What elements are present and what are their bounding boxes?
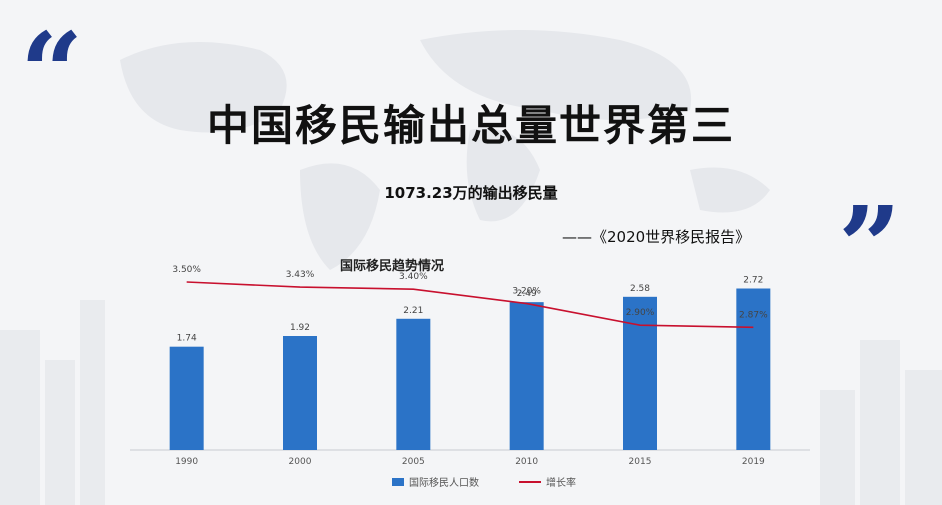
bar [283,336,317,450]
x-tick-label: 2005 [402,457,425,467]
page-title: 中国移民输出总量世界第三 [206,101,735,150]
growth-rate-line [186,281,754,329]
legend-line-label: 增长率 [546,478,576,489]
bar [736,288,771,450]
page-subtitle: 1073.23万的输出移民量 [384,184,558,202]
x-tick-label: 2010 [515,457,538,467]
close-quote-mark: ” [838,182,902,311]
line-value-label: 3.20% [512,287,541,297]
bar [509,302,544,450]
legend-bar-label: 国际移民人口数 [409,478,479,489]
x-tick-label: 2019 [742,457,765,467]
bar-value-label: 2.21 [403,306,423,316]
line-value-label: 3.50% [172,265,201,275]
line-value-label: 2.87% [739,310,768,320]
legend-line-swatch [519,480,541,483]
bar [623,296,657,450]
chart-title: 国际移民趋势情况 [340,259,445,274]
chart-legend: 国际移民人口数 增长率 [392,474,576,489]
open-quote-mark: “ [20,8,84,137]
line-value-label: 2.90% [626,308,655,318]
bar-value-label: 2.49 [517,289,537,299]
bar [169,346,204,450]
x-tick-label: 1990 [175,457,198,467]
line-value-label: 3.43% [286,270,315,280]
x-tick-label: 2015 [629,457,652,467]
bar-value-label: 1.74 [177,334,197,344]
bar-value-label: 2.58 [630,284,650,294]
line-value-label: 3.40% [399,272,428,282]
bar-value-label: 1.92 [290,323,310,333]
bar [396,318,431,450]
bar-value-label: 2.72 [743,276,763,286]
legend-bar-swatch [392,477,404,486]
source-citation: ——《2020世界移民报告》 [562,228,751,246]
x-tick-label: 2000 [289,457,312,467]
